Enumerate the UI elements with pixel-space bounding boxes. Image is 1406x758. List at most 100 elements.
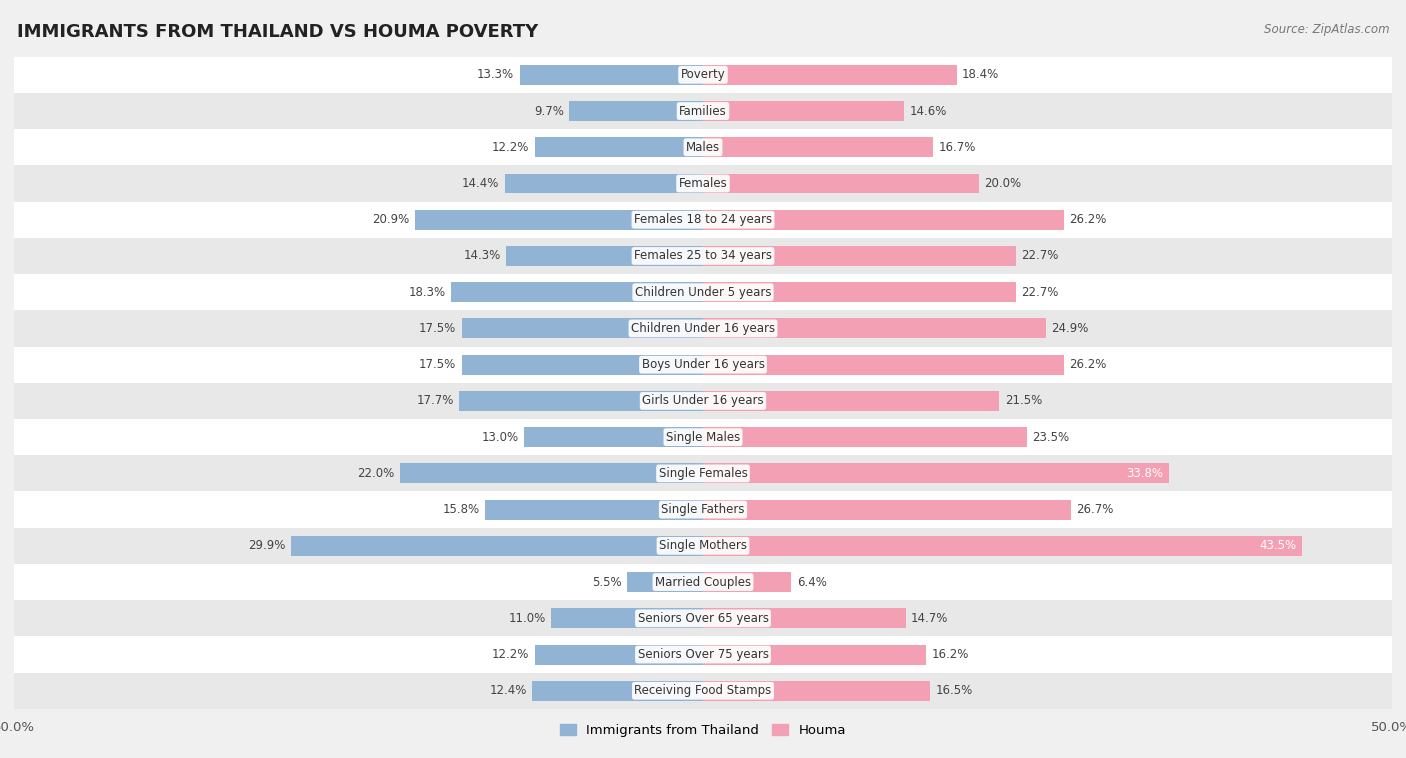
Bar [14,491,1392,528]
Bar [14,564,1392,600]
Text: 17.7%: 17.7% [416,394,454,407]
Text: 15.8%: 15.8% [443,503,479,516]
Text: Receiving Food Stamps: Receiving Food Stamps [634,684,772,697]
Text: Single Males: Single Males [666,431,740,443]
Bar [703,428,1026,447]
Text: 20.9%: 20.9% [373,213,409,226]
Text: Seniors Over 75 years: Seniors Over 75 years [637,648,769,661]
Text: 20.0%: 20.0% [984,177,1021,190]
Bar [703,137,934,157]
Text: 26.2%: 26.2% [1070,359,1107,371]
Text: 14.3%: 14.3% [463,249,501,262]
Text: 6.4%: 6.4% [797,575,827,588]
Text: IMMIGRANTS FROM THAILAND VS HOUMA POVERTY: IMMIGRANTS FROM THAILAND VS HOUMA POVERT… [17,23,538,41]
Text: 18.4%: 18.4% [962,68,1000,81]
Text: 17.5%: 17.5% [419,359,457,371]
Text: 11.0%: 11.0% [509,612,546,625]
Bar [14,637,1392,672]
Bar [534,644,703,665]
Bar [703,282,1015,302]
Text: 29.9%: 29.9% [247,540,285,553]
Bar [551,609,703,628]
Text: 14.6%: 14.6% [910,105,948,117]
Text: Boys Under 16 years: Boys Under 16 years [641,359,765,371]
Bar [415,210,703,230]
Bar [14,274,1392,310]
Text: Females 25 to 34 years: Females 25 to 34 years [634,249,772,262]
Bar [14,346,1392,383]
Bar [703,391,1000,411]
Text: Children Under 16 years: Children Under 16 years [631,322,775,335]
Text: 5.5%: 5.5% [592,575,621,588]
Bar [14,672,1392,709]
Bar [14,600,1392,637]
Bar [703,65,956,85]
Text: Source: ZipAtlas.com: Source: ZipAtlas.com [1264,23,1389,36]
Bar [291,536,703,556]
Text: 12.4%: 12.4% [489,684,527,697]
Text: 14.7%: 14.7% [911,612,949,625]
Bar [14,383,1392,419]
Bar [14,310,1392,346]
Bar [14,57,1392,93]
Bar [703,463,1168,484]
Text: Single Mothers: Single Mothers [659,540,747,553]
Text: 13.3%: 13.3% [477,68,515,81]
Text: Single Fathers: Single Fathers [661,503,745,516]
Text: 16.7%: 16.7% [939,141,976,154]
Bar [461,318,703,338]
Text: 18.3%: 18.3% [408,286,446,299]
Bar [505,174,703,193]
Bar [14,528,1392,564]
Bar [14,129,1392,165]
Bar [485,500,703,519]
Bar [520,65,703,85]
Text: 12.2%: 12.2% [492,648,530,661]
Bar [14,238,1392,274]
Bar [460,391,703,411]
Text: Females 18 to 24 years: Females 18 to 24 years [634,213,772,226]
Text: 16.2%: 16.2% [932,648,969,661]
Bar [703,536,1302,556]
Bar [703,318,1046,338]
Text: 22.7%: 22.7% [1021,249,1059,262]
Bar [534,137,703,157]
Text: 43.5%: 43.5% [1260,540,1296,553]
Text: 9.7%: 9.7% [534,105,564,117]
Text: Single Females: Single Females [658,467,748,480]
Bar [14,456,1392,491]
Bar [461,355,703,374]
Bar [703,355,1064,374]
Text: Males: Males [686,141,720,154]
Text: Poverty: Poverty [681,68,725,81]
Bar [703,174,979,193]
Text: 14.4%: 14.4% [461,177,499,190]
Text: Females: Females [679,177,727,190]
Bar [703,210,1064,230]
Bar [703,681,931,700]
Bar [14,93,1392,129]
Text: 13.0%: 13.0% [481,431,519,443]
Bar [14,419,1392,456]
Text: 22.0%: 22.0% [357,467,394,480]
Text: 17.5%: 17.5% [419,322,457,335]
Text: Married Couples: Married Couples [655,575,751,588]
Text: 22.7%: 22.7% [1021,286,1059,299]
Text: 33.8%: 33.8% [1126,467,1163,480]
Text: 21.5%: 21.5% [1005,394,1042,407]
Bar [524,428,703,447]
Bar [703,101,904,121]
Bar [506,246,703,266]
Text: 24.9%: 24.9% [1052,322,1090,335]
Bar [531,681,703,700]
Text: Families: Families [679,105,727,117]
Text: 23.5%: 23.5% [1032,431,1070,443]
Text: 12.2%: 12.2% [492,141,530,154]
Text: Children Under 5 years: Children Under 5 years [634,286,772,299]
Bar [703,644,927,665]
Bar [703,500,1071,519]
Bar [451,282,703,302]
Legend: Immigrants from Thailand, Houma: Immigrants from Thailand, Houma [554,719,852,742]
Text: Girls Under 16 years: Girls Under 16 years [643,394,763,407]
Bar [627,572,703,592]
